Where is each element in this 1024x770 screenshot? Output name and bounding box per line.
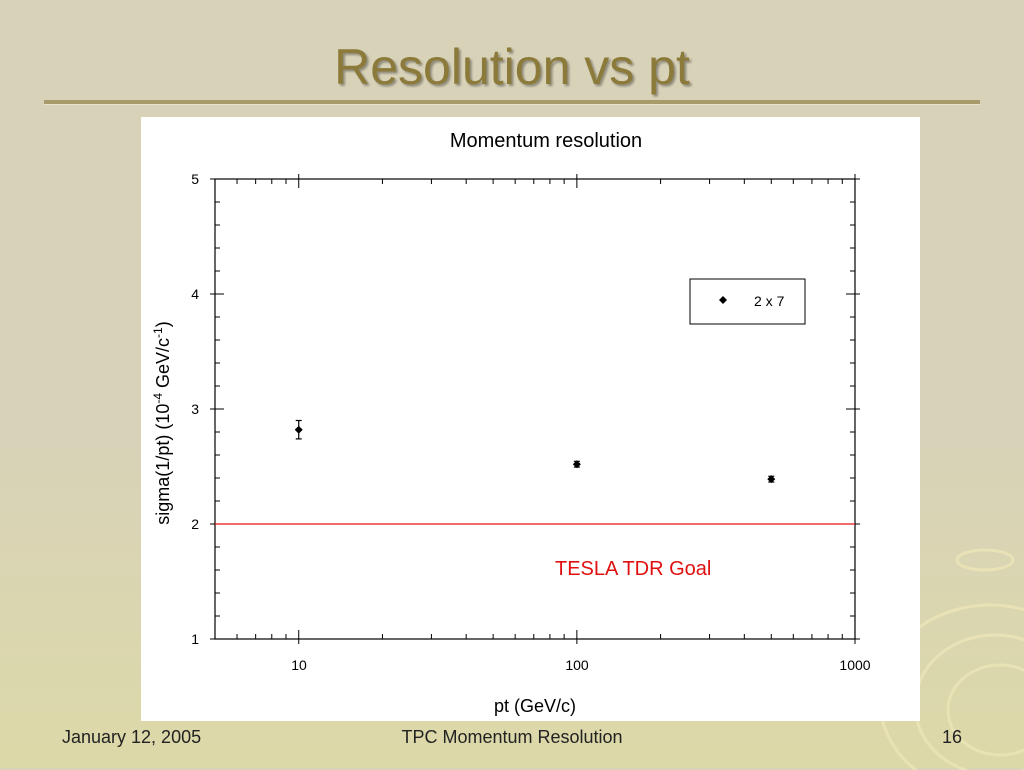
y-tick-label-4: 4 <box>191 286 199 302</box>
legend-marker-diamond <box>719 296 727 304</box>
momentum-resolution-chart: Momentum resolution 10 100 1000 1 2 3 4 … <box>151 130 871 716</box>
y-axis-label: sigma(1/pt) (10-4 GeV/c-1) <box>151 321 173 524</box>
legend-box <box>689 278 806 325</box>
page-number: 16 <box>941 727 962 747</box>
y-axis-ticks <box>210 178 860 640</box>
y-axis-label-exponent-2: -1 <box>151 327 165 338</box>
y-tick-label-5: 5 <box>191 171 199 187</box>
x-axis-ticks <box>214 174 856 644</box>
x-axis-label: pt (GeV/c) <box>494 696 576 716</box>
chart-title: Momentum resolution <box>450 130 642 152</box>
footer-date: January 12, 2005 <box>62 727 202 747</box>
plot-frame <box>214 178 856 640</box>
y-axis-label-prefix: sigma(1/pt) (10 <box>153 404 173 525</box>
y-tick-label-1: 1 <box>191 631 199 647</box>
slide-title: Resolution vs pt <box>334 39 690 95</box>
data-point-diamond <box>767 475 776 484</box>
title-divider <box>44 100 980 105</box>
footer-title: TPC Momentum Resolution <box>401 727 623 747</box>
y-tick-label-3: 3 <box>191 401 199 417</box>
x-tick-label-1000: 1000 <box>839 657 870 673</box>
data-point-diamond <box>572 460 581 469</box>
data-points <box>294 419 776 484</box>
y-axis-label-suffix: ) <box>153 321 173 327</box>
y-axis-label-exponent-1: -4 <box>151 393 165 404</box>
chart-panel: Momentum resolution 10 100 1000 1 2 3 4 … <box>141 117 920 721</box>
x-tick-label-10: 10 <box>291 657 307 673</box>
x-tick-label-100: 100 <box>565 657 589 673</box>
y-axis-label-mid: GeV/c <box>153 338 173 393</box>
legend-label: 2 x 7 <box>754 293 785 309</box>
goal-label: TESLA TDR Goal <box>555 558 711 580</box>
data-point-diamond <box>294 425 303 434</box>
y-tick-label-2: 2 <box>191 516 199 532</box>
